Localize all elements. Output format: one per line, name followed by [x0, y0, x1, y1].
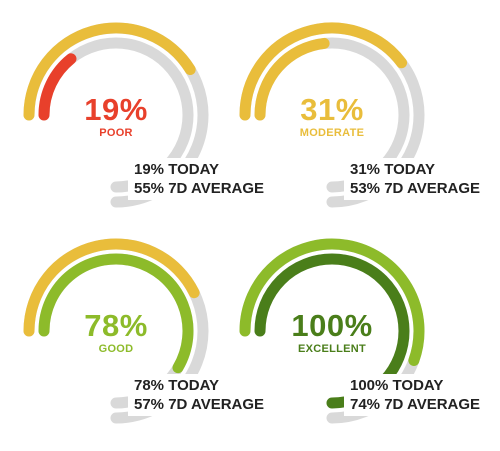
gauge-moderate-today-arc — [254, 37, 330, 121]
gauge-poor-center: 19% POOR — [36, 94, 196, 139]
gauge-moderate-today-label: 31% TODAY — [350, 161, 436, 178]
gauge-poor-percent: 19% — [84, 92, 148, 127]
gauge-excellent-legend: 100% TODAY 74% 7D AVERAGE — [344, 374, 485, 416]
gauge-excellent-today-label: 100% TODAY — [350, 377, 444, 394]
gauge-moderate-average-arc — [239, 22, 408, 121]
gauge-excellent-percent: 100% — [291, 308, 373, 343]
gauge-poor-average-label: 55% 7D AVERAGE — [134, 180, 265, 197]
gauge-good-legend: 78% TODAY 57% 7D AVERAGE — [128, 374, 269, 416]
gauge-excellent-average-label: 74% 7D AVERAGE — [350, 396, 481, 413]
gauge-poor-average-arc — [23, 22, 196, 121]
gauge-good-percent: 78% — [84, 308, 148, 343]
gauge-moderate-legend: 31% TODAY 53% 7D AVERAGE — [344, 158, 485, 200]
gauge-good-today-label: 78% TODAY — [134, 377, 220, 394]
gauge-poor-today-label: 19% TODAY — [134, 161, 220, 178]
gauge-excellent-average-arc — [239, 238, 425, 366]
gauge-moderate-level: MODERATE — [299, 127, 365, 139]
gauge-poor-today-arc — [38, 53, 77, 121]
gauge-moderate-center: 31% MODERATE — [252, 94, 412, 139]
gauge-poor-level: POOR — [99, 127, 133, 139]
gauge-good-level: GOOD — [98, 343, 134, 355]
gauge-moderate: 31% MODERATE 31% TODAY 53% 7D AVERAGE — [234, 18, 485, 233]
gauge-good: 78% GOOD 78% TODAY 57% 7D AVERAGE — [18, 234, 269, 449]
gauge-excellent: 100% EXCELLENT 100% TODAY 74% 7D AVERAGE — [234, 234, 485, 449]
gauge-good-average-label: 57% 7D AVERAGE — [134, 396, 265, 413]
gauge-good-center: 78% GOOD — [36, 310, 196, 355]
gauge-moderate-average-label: 53% 7D AVERAGE — [350, 180, 481, 197]
gauge-good-average-arc — [23, 238, 200, 337]
gauge-excellent-level: EXCELLENT — [297, 343, 367, 355]
gauge-moderate-percent: 31% — [300, 92, 364, 127]
gauge-poor: 19% POOR 19% TODAY 55% 7D AVERAGE — [18, 18, 269, 233]
gauge-poor-legend: 19% TODAY 55% 7D AVERAGE — [128, 158, 269, 200]
gauge-excellent-center: 100% EXCELLENT — [252, 310, 412, 355]
gauge-good-today-arc — [38, 253, 194, 374]
